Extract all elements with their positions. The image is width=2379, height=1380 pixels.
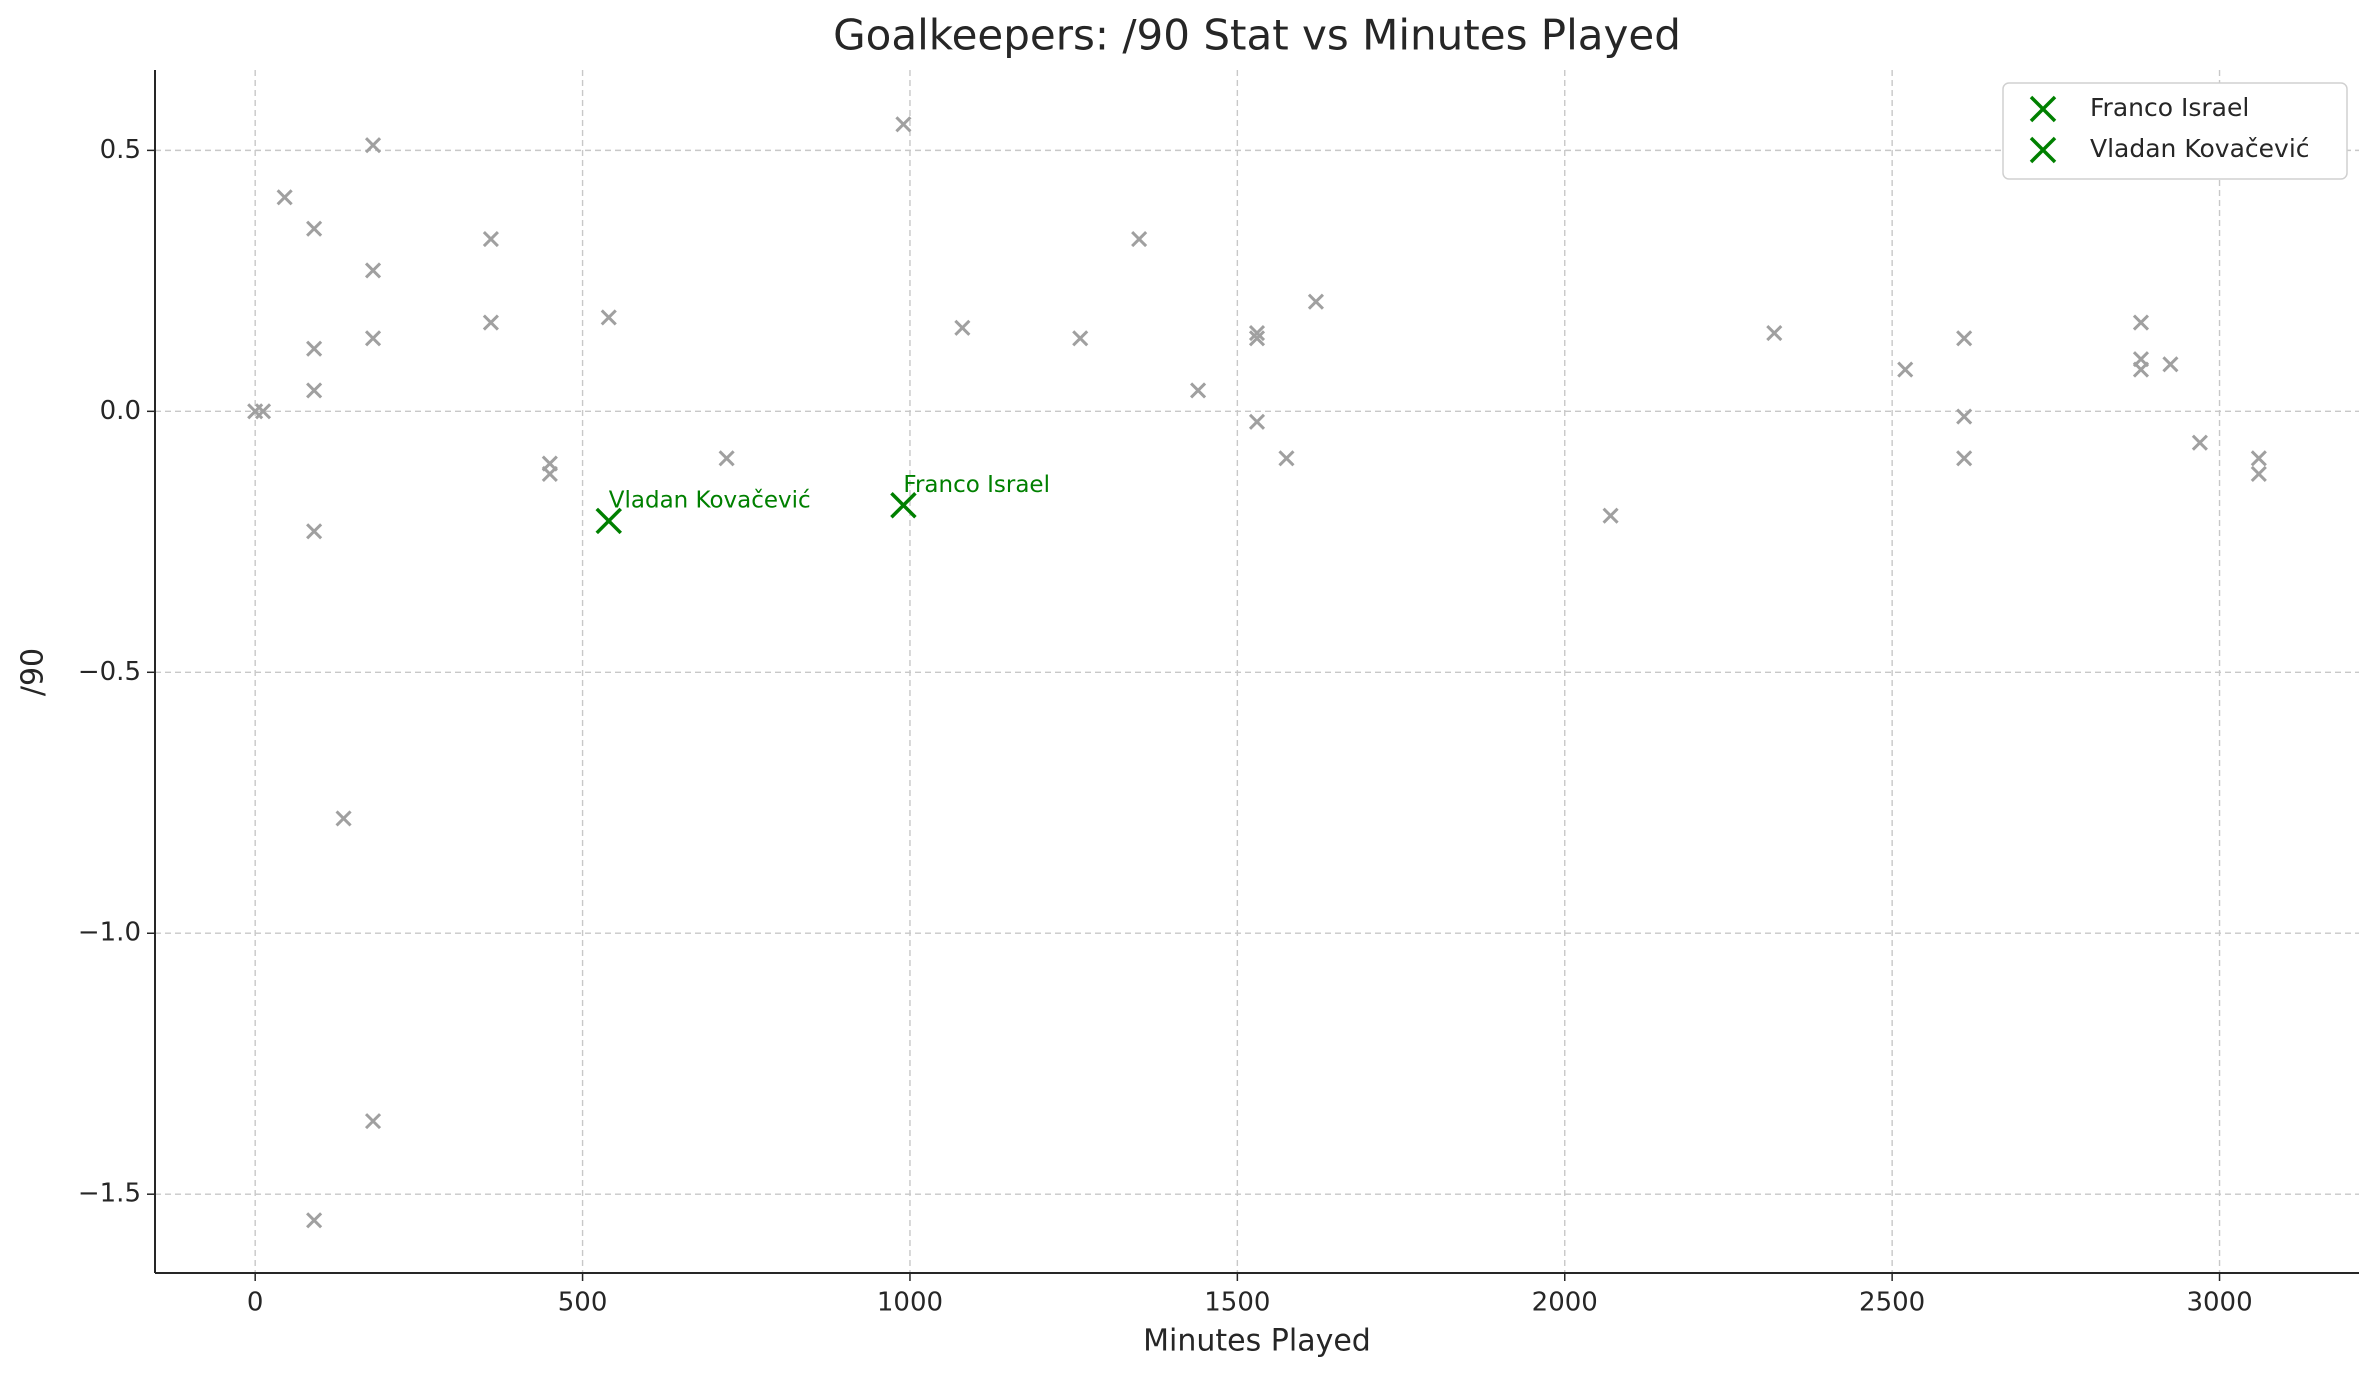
background-point — [1190, 382, 1207, 399]
chart-title: Goalkeepers: /90 Stat vs Minutes Played — [833, 11, 1681, 60]
background-point — [2191, 434, 2208, 451]
background-point — [306, 340, 323, 357]
background-point — [1278, 450, 1295, 467]
y-tick-label: −1.0 — [78, 918, 141, 948]
background-point — [364, 137, 382, 154]
x-tick-label: 3000 — [2186, 1288, 2252, 1318]
background-point — [600, 309, 617, 326]
y-tick-label: 0.5 — [100, 135, 141, 165]
background-point — [1956, 408, 1973, 425]
background-point — [1956, 450, 1973, 467]
background-point — [306, 382, 323, 399]
background-point — [541, 465, 558, 483]
x-tick-label: 500 — [558, 1288, 608, 1318]
y-axis-label: /90 — [16, 648, 51, 696]
background-point — [1248, 330, 1266, 347]
y-tick-label: −0.5 — [78, 657, 141, 687]
background-point — [1131, 231, 1148, 248]
x-axis-label: Minutes Played — [1143, 1324, 1371, 1359]
x-tick-label: 1000 — [877, 1288, 943, 1318]
background-point — [718, 450, 735, 467]
background-point — [276, 189, 293, 206]
background-point — [1897, 361, 1914, 378]
background-point — [482, 231, 499, 248]
point-annotation: Franco Israel — [903, 472, 1050, 498]
highlight-point — [890, 492, 917, 519]
legend-label: Vladan Kovačević — [2090, 134, 2310, 163]
background-point — [254, 403, 272, 420]
legend-marker — [2029, 136, 2057, 164]
background-point — [335, 810, 352, 827]
point-annotation: Vladan Kovačević — [609, 487, 811, 513]
background-point — [1307, 293, 1324, 310]
background-point — [2250, 450, 2267, 467]
highlight-point — [595, 507, 623, 535]
background-point — [364, 330, 382, 347]
background-point — [1766, 324, 1783, 342]
x-tick-label: 2500 — [1859, 1288, 1925, 1318]
background-point — [954, 319, 971, 336]
background-point — [2132, 361, 2150, 378]
background-point — [1248, 324, 1266, 342]
background-point — [895, 116, 912, 133]
legend-marker — [2029, 95, 2057, 123]
background-point — [482, 314, 499, 331]
background-point — [1248, 413, 1266, 430]
background-point — [364, 1113, 382, 1130]
background-point — [2250, 465, 2267, 483]
x-tick-label: 0 — [247, 1288, 264, 1318]
background-point — [2162, 356, 2179, 373]
legend-label: Franco Israel — [2090, 93, 2249, 122]
background-point — [306, 523, 323, 540]
background-point — [2132, 314, 2150, 331]
background-point — [364, 262, 382, 279]
x-tick-label: 1500 — [1204, 1288, 1270, 1318]
y-tick-label: 0.0 — [100, 396, 141, 426]
y-tick-label: −1.5 — [78, 1179, 141, 1209]
x-tick-label: 2000 — [1532, 1288, 1598, 1318]
background-point — [306, 1212, 323, 1229]
background-point — [306, 220, 323, 237]
background-point — [1072, 330, 1089, 347]
background-point — [1602, 507, 1619, 524]
background-point — [1956, 330, 1973, 347]
legend-box — [2002, 82, 2348, 180]
